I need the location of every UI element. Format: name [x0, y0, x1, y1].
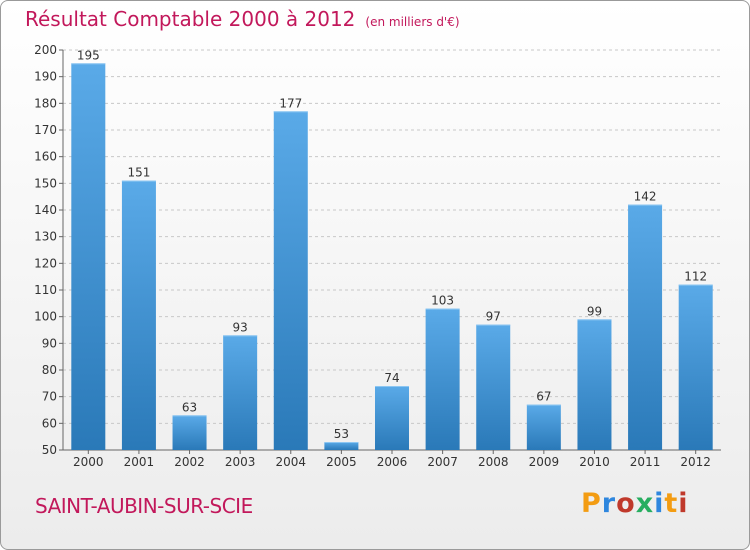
x-tick-label: 2008: [478, 455, 509, 469]
bar-2008: [476, 324, 511, 450]
x-tick-label: 2010: [579, 455, 610, 469]
bar-2000: [71, 63, 106, 450]
y-tick-label: 190: [34, 70, 57, 84]
bar-2010: [577, 319, 612, 450]
x-tick-label: 2002: [174, 455, 205, 469]
bar-2011: [628, 204, 663, 450]
x-tick-label: 2011: [630, 455, 661, 469]
y-tick-label: 70: [42, 390, 57, 404]
data-label: 142: [634, 190, 657, 204]
commune-name: SAINT-AUBIN-SUR-SCIE: [35, 494, 253, 518]
y-tick-label: 150: [34, 176, 57, 190]
data-label: 103: [431, 294, 454, 308]
x-tick-label: 2000: [73, 455, 104, 469]
title-line: Résultat Comptable 2000 à 2012 (en millie…: [25, 7, 460, 31]
data-label: 112: [684, 270, 707, 284]
y-tick-label: 180: [34, 96, 57, 110]
y-tick-label: 200: [34, 43, 57, 57]
y-tick-label: 60: [42, 416, 57, 430]
x-tick-label: 2007: [427, 455, 458, 469]
bar-2004: [273, 111, 308, 450]
x-tick-label: 2012: [680, 455, 711, 469]
x-tick-label: 2003: [225, 455, 256, 469]
bar-layer: [71, 63, 713, 450]
y-tick-label: 160: [34, 150, 57, 164]
y-tick-label: 140: [34, 203, 57, 217]
y-tick-label: 50: [42, 443, 57, 457]
proxiti-logo[interactable]: Proxiti: [581, 488, 689, 519]
y-tick-label: 100: [34, 310, 57, 324]
data-label: 74: [384, 371, 399, 385]
bar-2001: [121, 180, 156, 450]
bar-2012: [678, 284, 713, 450]
data-label: 177: [279, 96, 302, 110]
y-tick-label: 170: [34, 123, 57, 137]
y-tick-label: 110: [34, 283, 57, 297]
bar-2005: [324, 442, 359, 450]
data-label: 151: [127, 166, 150, 180]
x-tick-label: 2005: [326, 455, 357, 469]
data-label: 67: [536, 390, 551, 404]
data-label: 53: [334, 427, 349, 441]
x-tick-label: 2004: [275, 455, 306, 469]
data-label: 63: [182, 400, 197, 414]
bar-2007: [425, 308, 460, 450]
y-tick-label: 120: [34, 256, 57, 270]
bar-2002: [172, 415, 207, 450]
y-tick-label: 130: [34, 230, 57, 244]
x-tick-label: 2001: [124, 455, 155, 469]
bar-2006: [375, 386, 409, 450]
x-tick-label: 2009: [529, 455, 560, 469]
data-label: 195: [77, 48, 100, 62]
chart-subtitle: (en milliers d'€): [365, 15, 460, 29]
y-tick-label: 80: [42, 363, 57, 377]
chart-title: Résultat Comptable 2000 à 2012: [25, 7, 356, 31]
x-tick-label: 2006: [377, 455, 408, 469]
bar-2009: [526, 404, 561, 450]
y-tick-label: 90: [42, 336, 57, 350]
bar-2003: [223, 335, 258, 450]
data-label: 99: [587, 304, 602, 318]
label-layer: 195 151 63 93 177 53 74 103 97 67 99 142 112: [77, 48, 707, 441]
data-label: 97: [486, 310, 501, 324]
data-label: 93: [233, 320, 248, 334]
